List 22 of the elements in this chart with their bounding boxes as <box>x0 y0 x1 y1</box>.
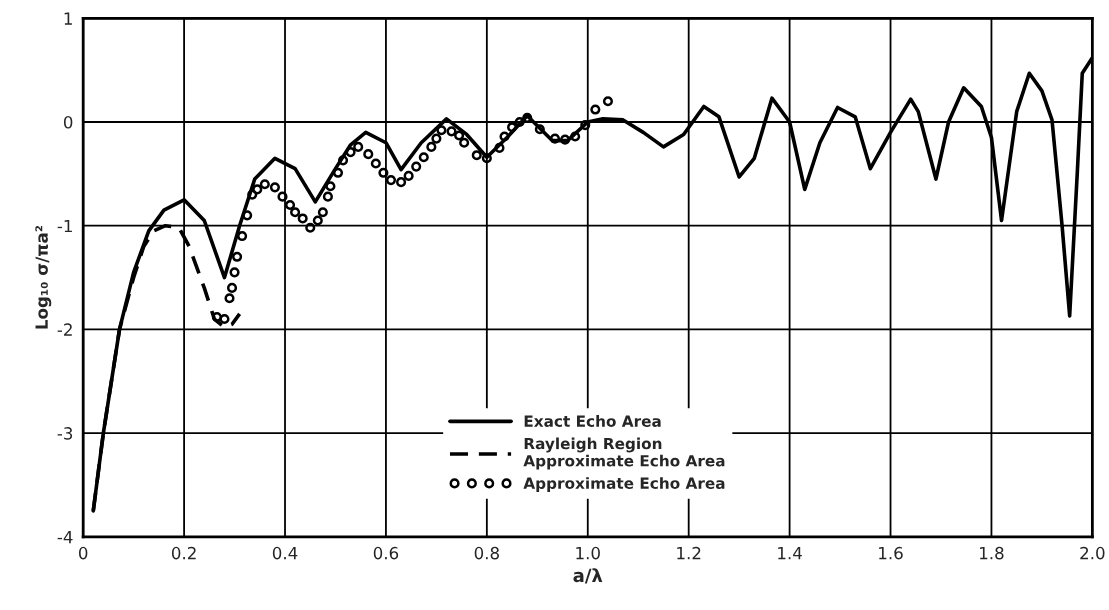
x-tick-label: 2.0 <box>1080 546 1105 560</box>
x-tick-label: 0.4 <box>272 546 298 560</box>
x-tick-label: 0.2 <box>171 546 196 560</box>
y-tick-label: 0 <box>63 115 73 129</box>
legend-label: Exact Echo Area <box>524 415 661 427</box>
y-tick-label: -1 <box>57 219 72 233</box>
y-axis-title: Log₁₀ σ/πa² <box>35 225 52 329</box>
y-tick-label: -3 <box>57 427 73 440</box>
x-axis-title: a/λ <box>573 568 603 584</box>
x-tick-label: 0.8 <box>474 546 499 560</box>
legend-label: Rayleigh Region Approximate Echo Area <box>523 437 725 470</box>
x-tick-label: 0 <box>78 546 88 560</box>
x-tick-label: 0.6 <box>373 546 399 560</box>
x-tick-label: 1.6 <box>879 546 903 560</box>
x-tick-label: 1.0 <box>576 546 600 560</box>
y-tick-label: -2 <box>57 323 72 336</box>
legend-label: Approximate Echo Area <box>523 477 725 492</box>
y-tick-label: -4 <box>57 530 73 544</box>
y-tick-label: 1 <box>64 12 72 25</box>
x-tick-label: 1.8 <box>980 546 1004 560</box>
x-tick-label: 1.4 <box>778 547 802 560</box>
x-tick-label: 1.2 <box>677 546 701 560</box>
